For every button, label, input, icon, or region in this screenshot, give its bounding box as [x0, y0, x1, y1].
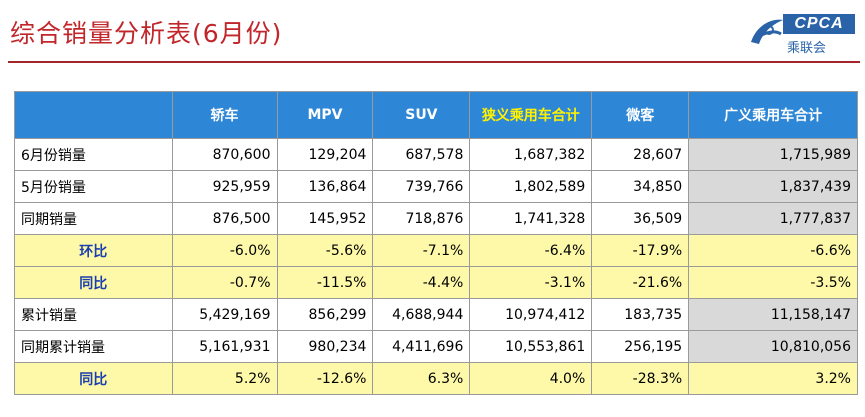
row-label: 同期累计销量	[14, 330, 173, 363]
table-row: 同期销量 876,500 145,952 718,876 1,741,328 36,509…	[14, 202, 858, 235]
table-cell: -28.3%	[591, 362, 690, 395]
table-cell: -0.7%	[171, 266, 278, 299]
table-row: 5月份销量 925,959 136,864 739,766 1,802,589 34,85…	[14, 170, 858, 203]
header-narrow-total: 狭义乘用车合计	[469, 91, 593, 139]
table-row: 同期累计销量 5,161,931 980,234 4,411,696 10,553,86…	[14, 330, 858, 363]
row-label: 6月份销量	[14, 138, 173, 171]
table-row: 6月份销量 870,600 129,204 687,578 1,687,382 28,60…	[14, 138, 858, 171]
table-cell: 4,411,696	[372, 330, 471, 363]
table-cell: 739,766	[372, 170, 471, 203]
table-cell: -7.1%	[372, 234, 471, 267]
table-row: 同比 5.2% -12.6% 6.3% 4.0% -28.3% 3.2%	[14, 362, 858, 395]
row-label: 5月份销量	[14, 170, 173, 203]
table-cell: 6.3%	[372, 362, 471, 395]
table-row: 环比 -6.0% -5.6% -7.1% -6.4% -17.9% -6.6%	[14, 234, 858, 267]
table-cell: -6.4%	[469, 234, 593, 267]
table-cell: 925,959	[171, 170, 278, 203]
table-cell: 687,578	[372, 138, 471, 171]
table-cell: 1,715,989	[688, 138, 858, 171]
table-cell: 1,837,439	[688, 170, 858, 203]
table-cell: 256,195	[591, 330, 690, 363]
page-title: 综合销量分析表(6月份)	[10, 19, 283, 48]
table-header-row: 轿车 MPV SUV 狭义乘用车合计 微客 广义乘用车合计	[14, 91, 858, 139]
logo-cn-text: 乘联会	[787, 41, 827, 56]
row-label: 累计销量	[14, 298, 173, 331]
table-cell: 870,600	[171, 138, 278, 171]
logo-brand: CPCA	[783, 14, 855, 34]
table-cell: 1,741,328	[469, 202, 593, 235]
table-row: 同比 -0.7% -11.5% -4.4% -3.1% -21.6% -3.5%	[14, 266, 858, 299]
row-label: 环比	[14, 234, 173, 267]
table-cell: 183,735	[591, 298, 690, 331]
table-cell: 1,802,589	[469, 170, 593, 203]
table-cell: -3.1%	[469, 266, 593, 299]
header-suv: SUV	[372, 91, 471, 139]
header-blank	[14, 91, 173, 139]
table-cell: -17.9%	[591, 234, 690, 267]
table-cell: 718,876	[372, 202, 471, 235]
header-minivan: 微客	[591, 91, 690, 139]
table-cell: 34,850	[591, 170, 690, 203]
cpca-swoosh-icon	[751, 19, 783, 44]
table-cell: 876,500	[171, 202, 278, 235]
header-sedan: 轿车	[171, 91, 278, 139]
table-cell: 5,161,931	[171, 330, 278, 363]
table-cell: -21.6%	[591, 266, 690, 299]
table-cell: 856,299	[276, 298, 374, 331]
table-cell: -12.6%	[276, 362, 374, 395]
cpca-logo: CPCA 乘联会	[747, 10, 857, 56]
table-cell: 10,810,056	[688, 330, 858, 363]
table-cell: 4.0%	[469, 362, 593, 395]
table-cell: 5.2%	[171, 362, 278, 395]
table-row: 累计销量 5,429,169 856,299 4,688,944 10,974,412 1…	[14, 298, 858, 331]
table-cell: 145,952	[276, 202, 374, 235]
table-cell: 5,429,169	[171, 298, 278, 331]
row-label: 同比	[14, 266, 173, 299]
table-cell: -3.5%	[688, 266, 858, 299]
table-cell: 28,607	[591, 138, 690, 171]
table-cell: 10,553,861	[469, 330, 593, 363]
table-cell: -6.6%	[688, 234, 858, 267]
title-divider	[8, 61, 860, 63]
table-cell: -5.6%	[276, 234, 374, 267]
table-cell: 10,974,412	[469, 298, 593, 331]
table-cell: -4.4%	[372, 266, 471, 299]
table-cell: 11,158,147	[688, 298, 858, 331]
table-cell: 4,688,944	[372, 298, 471, 331]
sales-table: 轿车 MPV SUV 狭义乘用车合计 微客 广义乘用车合计 6月份销量 870,6…	[14, 91, 858, 395]
row-label: 同比	[14, 362, 173, 395]
table-cell: 136,864	[276, 170, 374, 203]
table-cell: 3.2%	[688, 362, 858, 395]
table-cell: -11.5%	[276, 266, 374, 299]
table-cell: 1,777,837	[688, 202, 858, 235]
row-label: 同期销量	[14, 202, 173, 235]
header-mpv: MPV	[276, 91, 374, 139]
table-cell: 36,509	[591, 202, 690, 235]
header-broad-total: 广义乘用车合计	[688, 91, 858, 139]
table-cell: 980,234	[276, 330, 374, 363]
table-cell: 129,204	[276, 138, 374, 171]
table-cell: 1,687,382	[469, 138, 593, 171]
table-cell: -6.0%	[171, 234, 278, 267]
